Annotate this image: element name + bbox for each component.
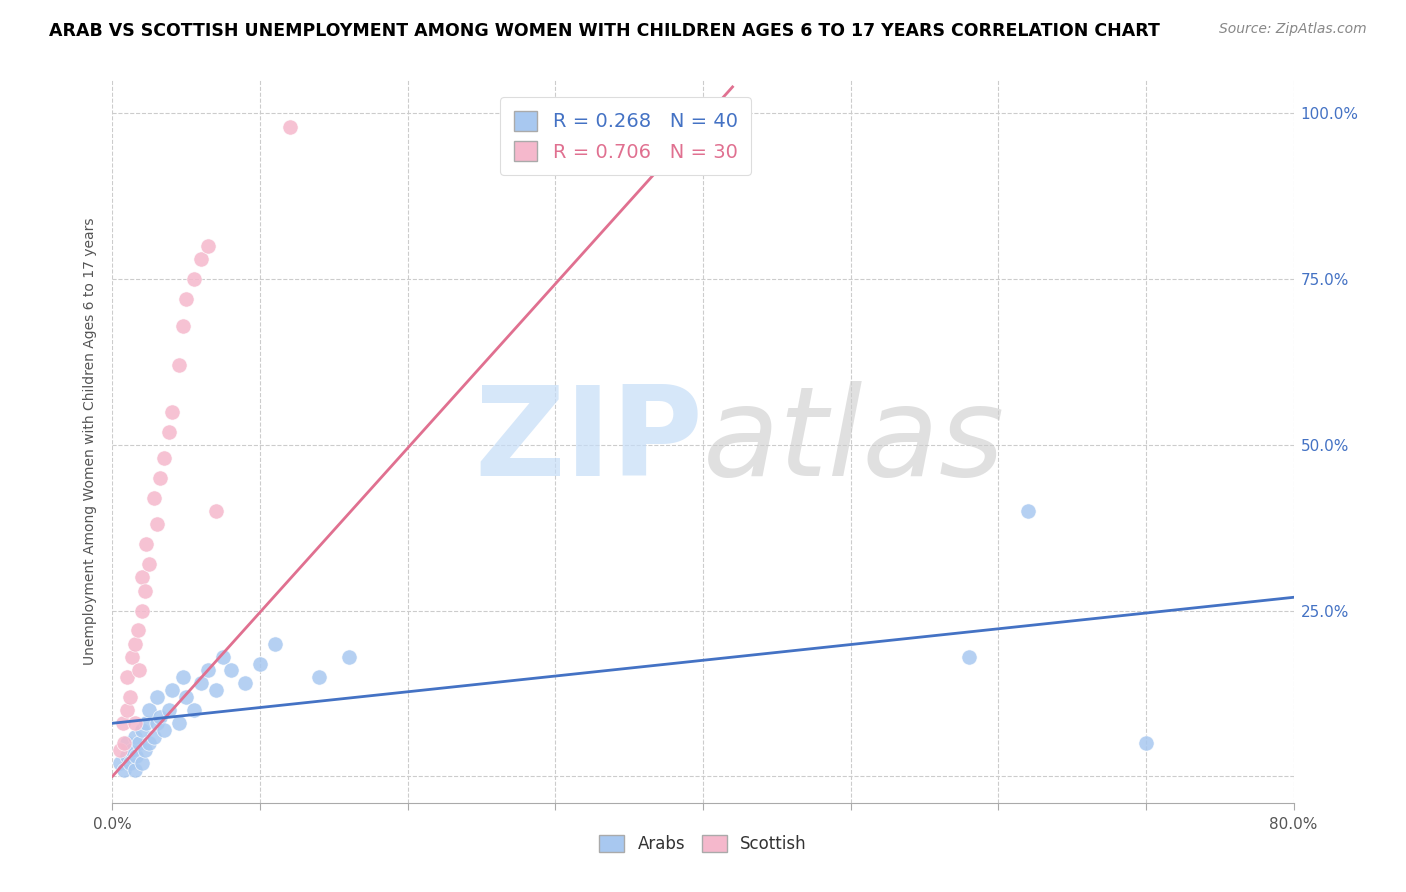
Point [149,471,172,485]
Point [138,703,160,717]
Point [117,749,138,764]
Point [117,703,138,717]
Point [124,637,146,651]
Point [111,716,134,731]
Point [142,491,165,505]
Point [134,743,156,757]
Point [233,676,256,690]
Point [205,683,228,698]
Point [124,763,146,777]
Point [146,690,169,704]
Point [108,756,131,770]
Point [146,716,169,731]
Point [212,650,235,665]
Point [112,763,135,777]
Point [142,730,165,744]
Point [308,670,330,684]
Point [197,239,219,253]
Text: ZIP: ZIP [474,381,703,502]
Point [124,716,146,731]
Point [134,583,156,598]
Point [131,603,153,617]
Point [157,703,180,717]
Point [131,723,153,737]
Text: ARAB VS SCOTTISH UNEMPLOYMENT AMONG WOMEN WITH CHILDREN AGES 6 TO 17 YEARS CORRE: ARAB VS SCOTTISH UNEMPLOYMENT AMONG WOME… [49,22,1160,40]
Point [264,637,287,651]
Point [174,292,197,306]
Point [135,716,157,731]
Point [172,670,194,684]
Point [125,749,148,764]
Point [135,537,157,551]
Point [138,736,160,750]
Point [128,663,150,677]
Point [117,736,138,750]
Point [127,624,149,638]
Point [190,252,212,267]
Point [149,709,172,723]
Point [249,657,271,671]
Point [153,451,176,466]
Point [190,676,212,690]
Point [120,690,142,704]
Point [146,517,169,532]
Point [167,716,190,731]
Text: atlas: atlas [703,381,1005,502]
Legend: Arabs, Scottish: Arabs, Scottish [592,828,814,860]
Point [205,504,228,518]
Point [160,405,183,419]
Point [172,318,194,333]
Point [120,756,142,770]
Point [197,663,219,677]
Point [138,557,160,571]
Point [121,650,143,665]
Point [108,743,131,757]
Point [1017,504,1039,518]
Point [278,120,301,134]
Point [117,670,138,684]
Point [337,650,360,665]
Point [124,730,146,744]
Point [157,425,180,439]
Point [112,736,135,750]
Text: Source: ZipAtlas.com: Source: ZipAtlas.com [1219,22,1367,37]
Point [219,663,242,677]
Point [131,756,153,770]
Point [153,723,176,737]
Point [121,743,143,757]
Point [183,272,205,286]
Point [174,690,197,704]
Point [160,683,183,698]
Point [183,703,205,717]
Point [167,359,190,373]
Y-axis label: Unemployment Among Women with Children Ages 6 to 17 years: Unemployment Among Women with Children A… [83,218,97,665]
Point [128,736,150,750]
Point [1135,736,1157,750]
Point [957,650,980,665]
Point [131,570,153,584]
